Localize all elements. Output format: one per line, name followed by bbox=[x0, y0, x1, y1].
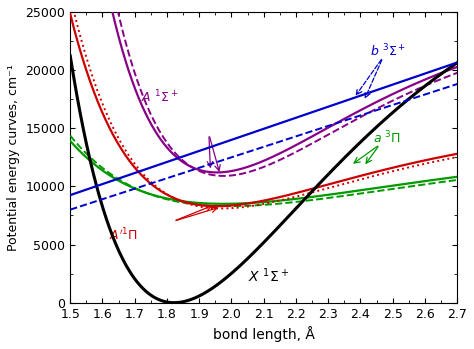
Y-axis label: Potential energy curves, cm⁻¹: Potential energy curves, cm⁻¹ bbox=[7, 64, 20, 251]
Text: $X\ ^1\Sigma^+$: $X\ ^1\Sigma^+$ bbox=[247, 266, 289, 285]
Text: $A\ ^1\Sigma^+$: $A\ ^1\Sigma^+$ bbox=[141, 89, 179, 106]
Text: $b\ ^3\Sigma^+$: $b\ ^3\Sigma^+$ bbox=[370, 43, 406, 59]
Text: $A'^1\Pi$: $A'^1\Pi$ bbox=[109, 226, 138, 243]
Text: $a\ ^3\Pi$: $a\ ^3\Pi$ bbox=[374, 130, 401, 146]
X-axis label: bond length, Å: bond length, Å bbox=[213, 326, 315, 342]
